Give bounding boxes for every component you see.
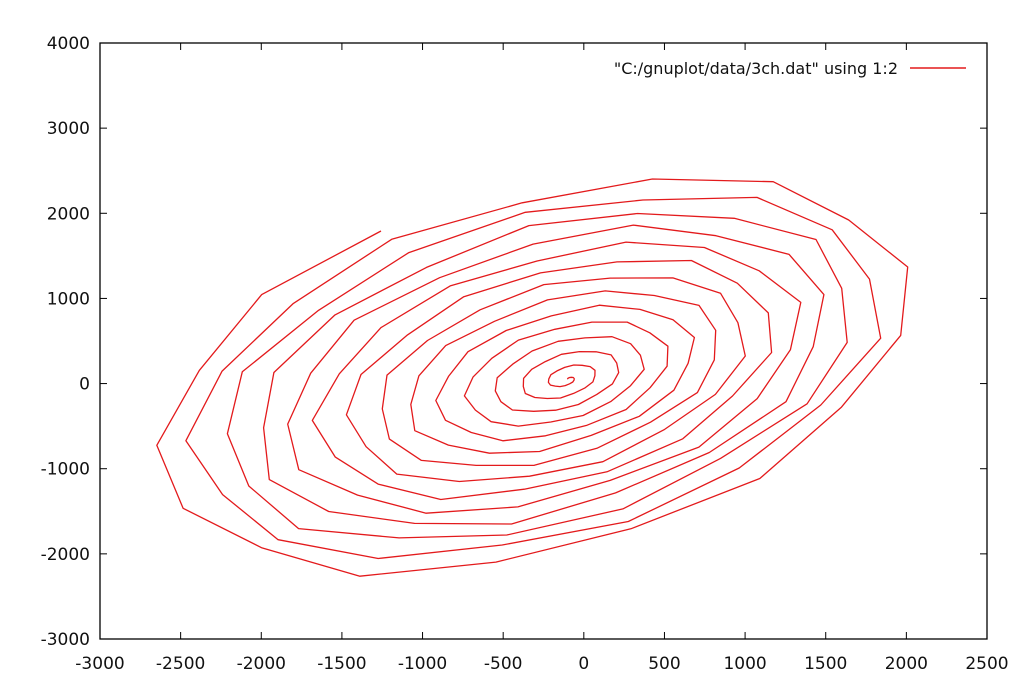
x-axis-tick-labels: -3000 -2500 -2000 -1500 -1000 -500 0 500 1000 150… bbox=[75, 654, 1008, 674]
x-tick-label: 2500 bbox=[965, 654, 1008, 674]
x-tick-label: -1000 bbox=[398, 654, 447, 674]
x-tick-label: 500 bbox=[648, 654, 680, 674]
x-tick-label: -3000 bbox=[75, 654, 124, 674]
plot-frame bbox=[99, 42, 988, 640]
x-tick-label: -1500 bbox=[317, 654, 366, 674]
x-tick-label: -2500 bbox=[156, 654, 205, 674]
y-tick-label: 4000 bbox=[47, 34, 90, 54]
x-tick-label: 1500 bbox=[804, 654, 847, 674]
x-tick-label: 2000 bbox=[885, 654, 928, 674]
y-tick-label: 3000 bbox=[47, 119, 90, 139]
y-tick-label: 0 bbox=[79, 375, 90, 395]
axis-ticks bbox=[99, 42, 988, 640]
y-tick-label: -3000 bbox=[41, 630, 90, 650]
y-axis-tick-labels: -3000 -2000 -1000 0 1000 2000 3000 4000 bbox=[41, 34, 90, 650]
x-tick-label: -2000 bbox=[237, 654, 286, 674]
legend-entry-label: "C:/gnuplot/data/3ch.dat" using 1:2 bbox=[614, 59, 898, 78]
x-tick-label: 1000 bbox=[723, 654, 766, 674]
y-tick-label: 1000 bbox=[47, 289, 90, 309]
series-layer bbox=[156, 178, 909, 577]
y-tick-label: 2000 bbox=[47, 204, 90, 224]
x-tick-label: -500 bbox=[484, 654, 523, 674]
y-tick-label: -2000 bbox=[41, 545, 90, 565]
y-tick-label: -1000 bbox=[41, 460, 90, 480]
series-line bbox=[156, 178, 909, 577]
legend: "C:/gnuplot/data/3ch.dat" using 1:2 bbox=[614, 59, 966, 78]
x-tick-label: 0 bbox=[578, 654, 589, 674]
